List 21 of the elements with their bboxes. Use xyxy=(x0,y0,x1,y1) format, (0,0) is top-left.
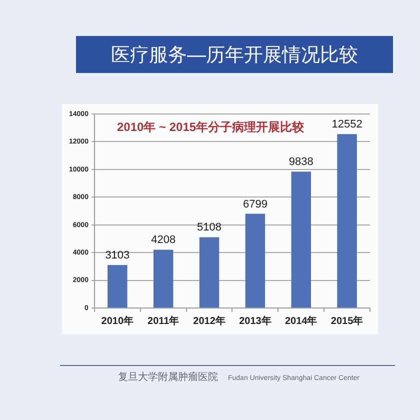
x-tick-label: 2012年 xyxy=(193,314,226,327)
x-tick-label: 2013年 xyxy=(239,314,272,327)
data-label: 12552 xyxy=(332,118,362,131)
x-tick-label: 2015年 xyxy=(330,314,364,327)
x-tick-label: 2014年 xyxy=(284,314,318,327)
x-tick-label: 2011年 xyxy=(147,314,180,327)
x-tick-label: 2010年 xyxy=(101,314,134,327)
chart-title: 医疗服务—历年开展情况比较 xyxy=(111,44,358,68)
data-label: 5108 xyxy=(197,222,222,234)
bar xyxy=(291,172,311,308)
bar xyxy=(337,134,357,308)
bar xyxy=(153,250,174,308)
bar xyxy=(199,237,220,308)
data-label: 3103 xyxy=(105,250,130,262)
bar xyxy=(108,265,128,308)
bar xyxy=(245,214,266,308)
text: 复旦大学附属肿瘤医院 xyxy=(118,370,218,384)
data-label: 6799 xyxy=(242,198,268,210)
text: 2010年 ~ 2015年分子病理开展比较 xyxy=(117,120,304,134)
data-label: 9838 xyxy=(288,156,314,168)
data-label: 4208 xyxy=(151,234,176,246)
